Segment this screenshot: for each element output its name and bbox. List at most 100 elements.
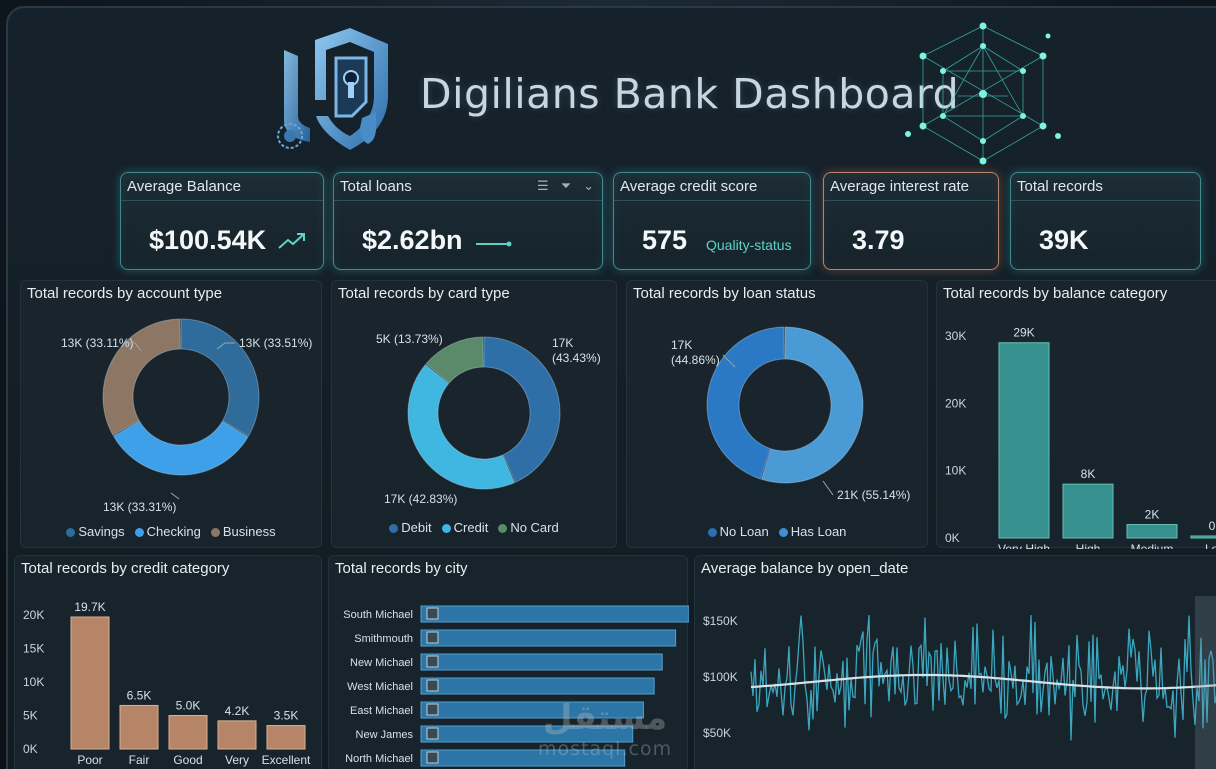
kpi-average-balance-card[interactable]: Average Balance $100.54K [120, 172, 324, 270]
chart-legend: Debit Credit No Card [332, 520, 616, 535]
legend-label: Business [222, 524, 276, 539]
legend-item-no-loan[interactable]: No Loan [707, 524, 769, 539]
data-label: 5.0K [176, 699, 201, 713]
legend-item-savings[interactable]: Savings [66, 524, 125, 539]
donut-slice [407, 363, 516, 490]
bar [420, 629, 677, 647]
open-date-panel[interactable]: Average balance by open_date $50K $100K $1… [694, 555, 1216, 769]
quality-status-label: Quality-status [706, 237, 792, 253]
y-tick-label: Smithmouth [354, 633, 413, 645]
bar [420, 605, 689, 623]
open-date-line-chart: $50K $100K $150K [703, 596, 1216, 769]
card-type-donut-chart: 17K (43.43%) 17K (42.83%) 5K (13.73%) [376, 332, 601, 506]
network-graphic-icon [905, 22, 1061, 165]
bar [420, 653, 663, 671]
loan-status-panel[interactable]: Total records by loan status 17K (44.86%)… [626, 280, 928, 548]
y-tick-label: New Michael [350, 657, 413, 669]
legend-item-debit[interactable]: Debit [389, 520, 432, 535]
trend-line [750, 673, 1216, 690]
account-type-panel[interactable]: Total records by account type 13K (33.51… [20, 280, 322, 548]
kpi-total-records-card[interactable]: Total records 39K [1010, 172, 1201, 270]
legend-item-checking[interactable]: Checking [134, 524, 201, 539]
y-tick-label: East Michael [350, 705, 413, 717]
data-label: 13K (33.31%) [103, 500, 176, 514]
leader-line [170, 492, 180, 500]
kpi-value: 3.79 [852, 225, 905, 255]
city-panel[interactable]: Total records by city South Michael Smith… [328, 555, 689, 769]
series-line [750, 615, 1216, 741]
leader-line [822, 480, 834, 496]
panel-title: Total records by city [335, 560, 468, 577]
building-icon [426, 655, 439, 668]
legend-label: Savings [78, 524, 125, 539]
panel-title: Average balance by open_date [701, 560, 909, 577]
building-icon [426, 703, 439, 716]
y-tick-label: 15K [23, 642, 44, 656]
filter-icon[interactable]: ⏷ [560, 179, 572, 194]
kpi-value: 39K [1039, 225, 1089, 255]
donut-slice [102, 318, 181, 436]
bar [168, 715, 208, 750]
trend-up-icon [278, 233, 305, 249]
legend-label: Checking [146, 524, 201, 539]
credit-category-panel[interactable]: Total records by credit category 0K 5K 10K… [14, 555, 322, 769]
x-tick-label: Fair [129, 753, 150, 767]
legend-item-credit[interactable]: Credit [441, 520, 489, 535]
panel-title: Total records by credit category [21, 560, 230, 577]
legend-label: Debit [401, 520, 432, 535]
legend-item-has-loan[interactable]: Has Loan [778, 524, 846, 539]
sparkline-icon [476, 241, 512, 247]
y-tick-label: 0K [23, 742, 38, 756]
donut-slice [760, 326, 864, 484]
dashboard-frame: Digilians Bank Dashboard Average Balance… [6, 6, 1216, 769]
y-tick-label: North Michael [345, 753, 413, 765]
data-label: 5K (13.73%) [376, 332, 443, 346]
data-label: 0K [1209, 519, 1216, 533]
account-type-donut-chart: 13K (33.51%) 13K (33.31%) 13K (33.11%) [61, 318, 312, 514]
kpi-interest-rate-card[interactable]: Average interest rate 3.79 [823, 172, 999, 270]
kpi-label: Average credit score [614, 173, 810, 201]
data-label: 17K (44.86%) [671, 338, 720, 367]
y-tick-label: 10K [945, 464, 966, 478]
building-icon [426, 679, 439, 692]
kpi-label: Total loans [334, 173, 602, 201]
x-tick-label: Medium [1131, 542, 1174, 549]
chart-legend: Savings Checking Business [21, 524, 321, 539]
loan-status-donut-chart: 17K (44.86%) 21K (55.14%) [671, 326, 910, 502]
donut-slice [706, 326, 785, 480]
data-label: 6.5K [127, 688, 152, 702]
leader-line [722, 354, 736, 368]
data-label: 13K (33.11%) [61, 336, 134, 350]
kpi-total-loans-card[interactable]: Total loans ☰ ⏷ ⌄ $2.62bn [333, 172, 603, 270]
bar [1062, 483, 1114, 539]
balance-category-panel[interactable]: Total records by balance category 0K 10K 2… [936, 280, 1216, 549]
building-icon [426, 751, 439, 764]
chevron-down-icon[interactable]: ⌄ [583, 179, 594, 194]
list-icon[interactable]: ☰ [537, 179, 549, 194]
y-tick-label: 5K [23, 709, 38, 723]
x-tick-label: Very High [998, 542, 1050, 549]
data-label: 29K [1013, 326, 1034, 340]
data-label: 3.5K [274, 709, 299, 723]
legend-item-business[interactable]: Business [210, 524, 276, 539]
kpi-label: Average Balance [121, 173, 323, 201]
kpi-toolbar: ☰ ⏷ ⌄ [537, 179, 594, 194]
x-tick-label: Good [173, 753, 202, 767]
data-label: 4.2K [225, 704, 250, 718]
y-tick-label: 0K [945, 531, 960, 545]
x-tick-label: High [1076, 542, 1101, 549]
x-tick-label: Excellent [262, 753, 311, 767]
data-label: 17K (43.43%) [552, 336, 601, 365]
data-label: 8K [1081, 467, 1096, 481]
bar [420, 701, 644, 719]
leader-line [216, 342, 235, 350]
data-label: 13K (33.51%) [239, 336, 312, 350]
card-type-panel[interactable]: Total records by card type 17K (43.43%) 17… [331, 280, 617, 548]
kpi-value: 575 [642, 225, 688, 255]
kpi-value: $2.62bn [362, 225, 463, 255]
kpi-label: Total records [1011, 173, 1200, 201]
legend-label: Credit [453, 520, 489, 535]
panel-title: Total records by balance category [943, 285, 1168, 302]
legend-item-no-card[interactable]: No Card [498, 520, 559, 535]
kpi-credit-score-card[interactable]: Average credit score 575 Quality-status [613, 172, 811, 270]
